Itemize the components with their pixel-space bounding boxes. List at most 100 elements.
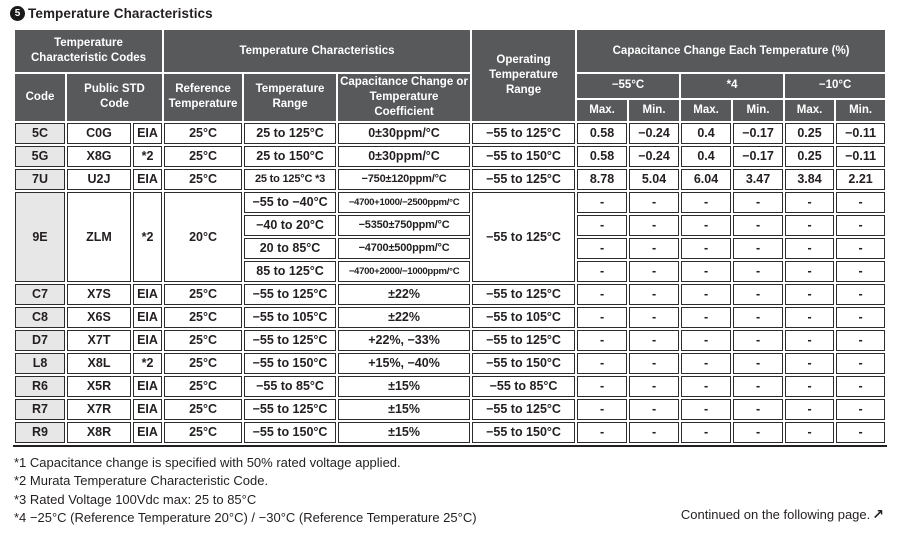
table-cell: - bbox=[629, 329, 680, 351]
table-cell: −55 to 150°C bbox=[472, 352, 576, 374]
header-code: Code bbox=[15, 74, 65, 121]
table-cell: 0.58 bbox=[577, 145, 628, 167]
table-cell: - bbox=[629, 214, 680, 236]
table-cell: - bbox=[629, 260, 680, 282]
table-cell: −4700±500ppm/°C bbox=[338, 237, 471, 259]
table-cell: - bbox=[836, 237, 886, 259]
section-number-icon: 5 bbox=[10, 6, 25, 21]
table-cell: −0.24 bbox=[629, 122, 680, 144]
table-row: R9 X8R EIA 25°C −55 to 150°C ±15% −55 to 150°C… bbox=[15, 421, 886, 443]
code-cell: C7 bbox=[15, 283, 65, 305]
table-cell: - bbox=[681, 260, 732, 282]
header-operating-temp-range: Operating Temperature Range bbox=[472, 30, 576, 121]
section-title-row: 5 Temperature Characteristics bbox=[10, 6, 886, 21]
header-row-maxmin: Max. Min. Max. Min. Max. Min. bbox=[15, 99, 886, 121]
table-cell: - bbox=[577, 375, 628, 397]
table-cell: - bbox=[577, 306, 628, 328]
table-cell: - bbox=[836, 375, 886, 397]
table-cell: −0.24 bbox=[629, 145, 680, 167]
table-cell: −55 to 125°C bbox=[472, 122, 576, 144]
table-row: D7 X7T EIA 25°C −55 to 125°C +22%, −33% −55 to… bbox=[15, 329, 886, 351]
table-cell: - bbox=[785, 329, 835, 351]
table-cell: −55 to 150°C bbox=[244, 352, 337, 374]
table-cell: - bbox=[577, 260, 628, 282]
table-cell: −55 to 150°C bbox=[244, 421, 337, 443]
table-row: C8 X6S EIA 25°C −55 to 105°C ±22% −55 to 105°C… bbox=[15, 306, 886, 328]
table-cell: - bbox=[733, 421, 784, 443]
header-max-3: Max. bbox=[785, 99, 835, 121]
table-cell: 2.21 bbox=[836, 168, 886, 190]
table-cell: - bbox=[836, 306, 886, 328]
header-temp-char-codes: Temperature Characteristic Codes bbox=[15, 30, 163, 72]
table-cell: ±15% bbox=[338, 398, 471, 420]
table-cell: - bbox=[629, 398, 680, 420]
table-cell: ±22% bbox=[338, 283, 471, 305]
table-cell: - bbox=[629, 421, 680, 443]
table-cell: EIA bbox=[133, 122, 163, 144]
table-wrapper: Temperature Characteristic Codes Tempera… bbox=[13, 28, 887, 447]
table-cell: 25°C bbox=[164, 375, 243, 397]
table-cell: - bbox=[681, 283, 732, 305]
table-cell: - bbox=[836, 214, 886, 236]
table-cell: - bbox=[681, 306, 732, 328]
header-min-1: Min. bbox=[629, 99, 680, 121]
table-cell: - bbox=[785, 260, 835, 282]
table-cell: - bbox=[629, 237, 680, 259]
header-temp-characteristics: Temperature Characteristics bbox=[164, 30, 471, 72]
table-cell: U2J bbox=[67, 168, 131, 190]
table-cell: - bbox=[681, 352, 732, 374]
table-cell: −55 to 125°C bbox=[472, 191, 576, 282]
table-cell: - bbox=[577, 352, 628, 374]
table-cell: −5350±750ppm/°C bbox=[338, 214, 471, 236]
table-cell: 20 to 85°C bbox=[244, 237, 337, 259]
table-cell: 0.25 bbox=[785, 145, 835, 167]
table-cell: 3.84 bbox=[785, 168, 835, 190]
table-cell: - bbox=[681, 421, 732, 443]
table-cell: −55 to −40°C bbox=[244, 191, 337, 213]
table-cell: - bbox=[577, 237, 628, 259]
table-cell: −0.17 bbox=[733, 145, 784, 167]
table-cell: 0±30ppm/°C bbox=[338, 122, 471, 144]
table-cell: - bbox=[681, 375, 732, 397]
table-cell: −0.11 bbox=[836, 122, 886, 144]
code-cell: L8 bbox=[15, 352, 65, 374]
table-cell: ±15% bbox=[338, 375, 471, 397]
table-row: 9E ZLM *2 20°C −55 to −40°C −4700+1000/−2500p… bbox=[15, 191, 886, 282]
table-cell: 8.78 bbox=[577, 168, 628, 190]
table-cell: - bbox=[733, 306, 784, 328]
table-cell: −55 to 150°C bbox=[472, 421, 576, 443]
table-cell: - bbox=[836, 191, 886, 213]
table-cell: 85 to 125°C bbox=[244, 260, 337, 282]
table-cell: X8G bbox=[67, 145, 131, 167]
table-cell: 25 to 125°C *3 bbox=[244, 168, 337, 190]
code-cell: R9 bbox=[15, 421, 65, 443]
table-cell: - bbox=[681, 329, 732, 351]
table-cell: - bbox=[733, 191, 784, 213]
table-cell: X8L bbox=[67, 352, 131, 374]
code-cell: 7U bbox=[15, 168, 65, 190]
table-cell: - bbox=[733, 237, 784, 259]
table-cell: - bbox=[836, 260, 886, 282]
table-cell: 25°C bbox=[164, 352, 243, 374]
table-cell: ±22% bbox=[338, 306, 471, 328]
header-temp-star4: *4 bbox=[681, 74, 784, 98]
table-cell: - bbox=[681, 214, 732, 236]
table-row: L8 X8L *2 25°C −55 to 150°C +15%, −40% −55 to … bbox=[15, 352, 886, 374]
continued-note[interactable]: Continued on the following page. ↗ bbox=[681, 506, 884, 523]
header-temp-minus55: −55°C bbox=[577, 74, 680, 98]
header-row-columns: Code Public STD Code Reference Temperatu… bbox=[15, 74, 886, 121]
table-cell: 25°C bbox=[164, 398, 243, 420]
header-temperature-range: Temperature Range bbox=[244, 74, 337, 121]
table-cell: 0±30ppm/°C bbox=[338, 145, 471, 167]
table-cell: - bbox=[836, 283, 886, 305]
table-cell: 25°C bbox=[164, 145, 243, 167]
table-cell: - bbox=[577, 214, 628, 236]
table-cell: - bbox=[577, 283, 628, 305]
arrow-up-right-icon: ↗ bbox=[872, 506, 884, 522]
header-public-std-code: Public STD Code bbox=[67, 74, 163, 121]
table-cell: - bbox=[733, 214, 784, 236]
table-row: −40 to 20°C −5350±750ppm/°C - - - - - - bbox=[15, 214, 886, 236]
table-cell: 0.4 bbox=[681, 145, 732, 167]
continued-text: Continued on the following page. bbox=[680, 507, 871, 522]
table-cell: 0.25 bbox=[785, 122, 835, 144]
